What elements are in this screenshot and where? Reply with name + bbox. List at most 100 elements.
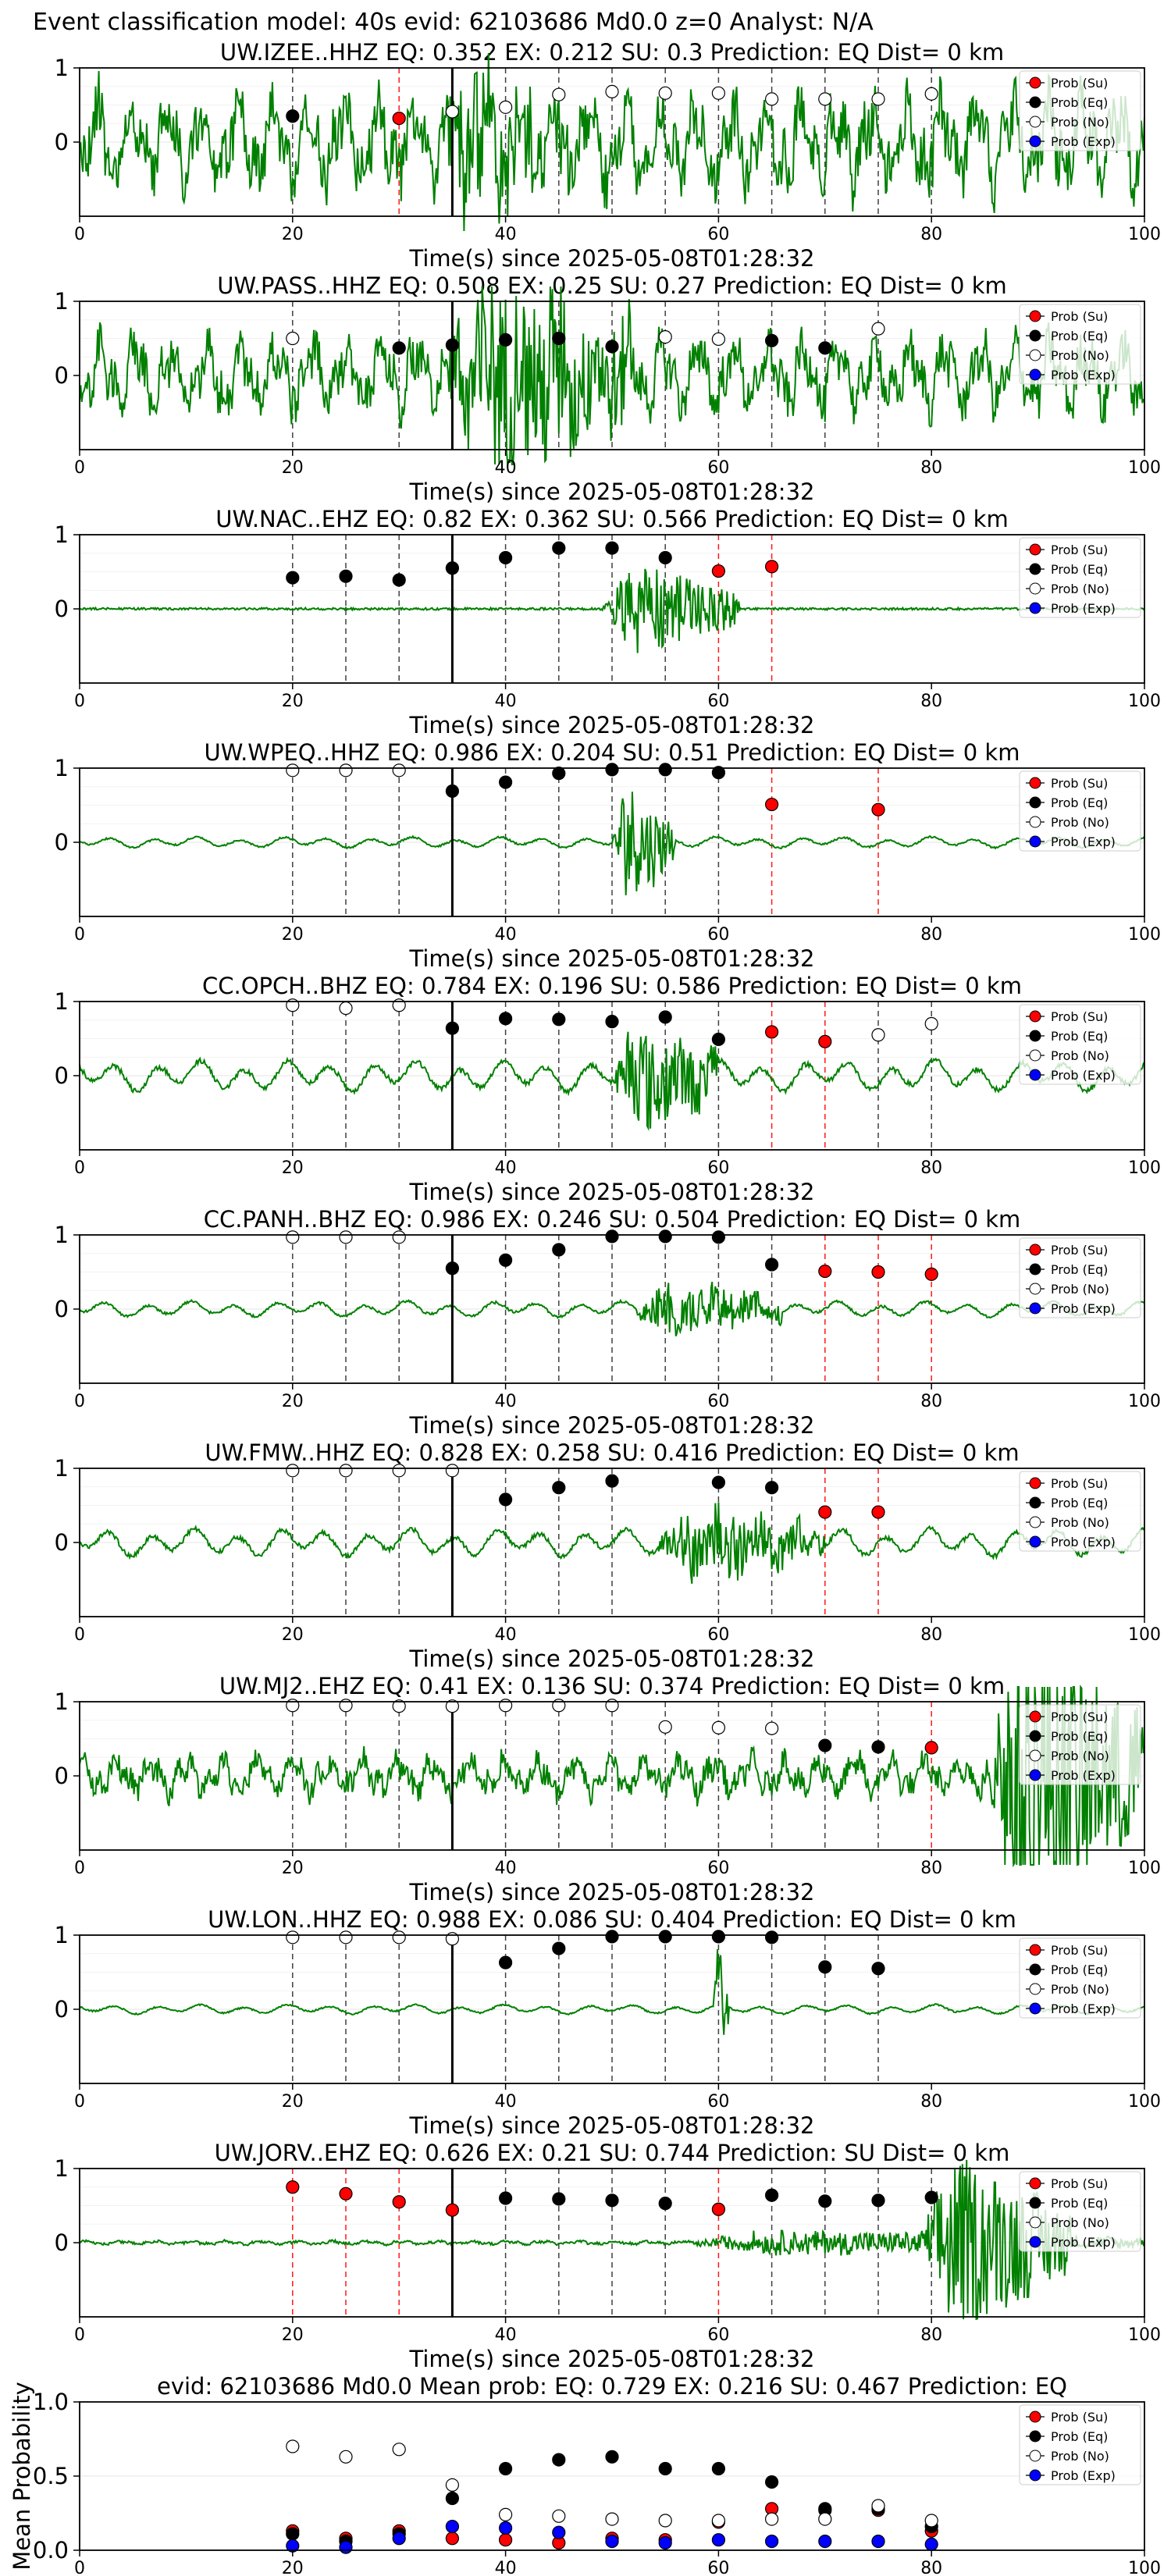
mean-prob-point-no	[924, 2514, 938, 2528]
prob-point-su	[445, 2203, 460, 2217]
mean-prob-point-no	[286, 2439, 300, 2453]
x-tick-label: 80	[920, 2092, 942, 2112]
y-tick-label: 0	[55, 1296, 69, 1322]
x-tick-label: 0	[74, 1625, 85, 1645]
legend-label-exp: Prob (Exp)	[1051, 1068, 1116, 1083]
x-tick-label: 60	[707, 1859, 729, 1878]
legend-marker-su	[1029, 310, 1041, 322]
y-tick-label: 0	[55, 596, 69, 622]
prob-point-eq	[339, 569, 353, 583]
y-tick-label: 1	[55, 2155, 69, 2182]
prob-point-no	[339, 1230, 353, 1244]
x-tick-label: 20	[282, 2092, 304, 2112]
prob-point-eq	[286, 109, 300, 123]
mean-prob-point-no	[445, 2478, 460, 2492]
x-tick-label: 40	[495, 225, 517, 244]
prob-point-no	[286, 1230, 300, 1244]
prob-point-eq	[871, 1962, 885, 1976]
legend-label-su: Prob (Su)	[1051, 2410, 1108, 2425]
legend-label-no: Prob (No)	[1051, 815, 1109, 830]
prob-point-eq	[658, 763, 672, 777]
panel-5: CC.OPCH..BHZ EQ: 0.784 EX: 0.196 SU: 0.5…	[55, 973, 1161, 1205]
x-axis-label: Time(s) since 2025-05-08T01:28:32	[409, 2112, 815, 2139]
panel-title: UW.FMW..HHZ EQ: 0.828 EX: 0.258 SU: 0.41…	[205, 1439, 1019, 1466]
mean-prob-point-eq	[552, 2453, 566, 2467]
prob-point-eq	[818, 2194, 832, 2208]
prob-point-eq	[445, 561, 460, 575]
prob-point-eq	[605, 1930, 619, 1944]
legend-box	[1019, 537, 1141, 618]
prob-point-no	[552, 87, 566, 101]
legend-label-su: Prob (Su)	[1051, 76, 1108, 91]
prob-point-no	[924, 87, 938, 101]
legend-marker-no	[1029, 349, 1041, 361]
prob-point-no	[498, 100, 513, 114]
x-tick-label: 100	[1128, 458, 1161, 478]
prob-point-eq	[445, 1021, 460, 1035]
prob-point-eq	[552, 2192, 566, 2206]
legend-label-no: Prob (No)	[1051, 1749, 1109, 1763]
prob-point-eq	[764, 2188, 779, 2202]
x-tick-label: 60	[707, 2325, 729, 2345]
legend-label-exp: Prob (Exp)	[1051, 2001, 1116, 2016]
prob-point-eq	[658, 2197, 672, 2211]
legend-marker-eq	[1029, 796, 1041, 809]
mean-prob-point-exp	[552, 2525, 566, 2539]
panel-1: UW.IZEE..HHZ EQ: 0.352 EX: 0.212 SU: 0.3…	[55, 39, 1161, 272]
legend-marker-su	[1029, 76, 1041, 89]
legend-box	[1019, 304, 1141, 385]
waveform-trace	[79, 2159, 1145, 2321]
legend-label-eq: Prob (Eq)	[1051, 562, 1108, 577]
prob-point-su	[764, 797, 779, 812]
prob-point-su	[871, 1265, 885, 1279]
x-tick-label: 100	[1128, 2559, 1161, 2576]
prob-point-eq	[498, 2191, 513, 2205]
legend-label-eq: Prob (Eq)	[1051, 2429, 1108, 2444]
x-axis-label: Time(s) since 2025-05-08T01:28:32	[409, 1179, 815, 1205]
panel-8: UW.MJ2..EHZ EQ: 0.41 EX: 0.136 SU: 0.374…	[55, 1673, 1161, 1905]
mean-prob-point-exp	[818, 2535, 832, 2549]
x-tick-label: 0	[74, 458, 85, 478]
waveform-trace	[79, 1502, 1145, 1584]
prob-point-eq	[924, 2190, 938, 2204]
prob-point-no	[445, 105, 460, 119]
prob-point-eq	[711, 1032, 726, 1047]
mean-prob-point-no	[605, 2512, 619, 2526]
panel-3: UW.NAC..EHZ EQ: 0.82 EX: 0.362 SU: 0.566…	[55, 506, 1161, 738]
x-tick-label: 80	[920, 1158, 942, 1178]
legend-label-eq: Prob (Eq)	[1051, 1962, 1108, 1977]
legend-label-su: Prob (Su)	[1051, 2176, 1108, 2191]
y-tick-label: 1	[55, 55, 69, 81]
legend-marker-eq	[1029, 2197, 1041, 2209]
x-tick-label: 60	[707, 1392, 729, 1411]
x-tick-label: 20	[282, 458, 304, 478]
y-tick-label: 0.0	[33, 2537, 69, 2564]
prob-point-eq	[498, 1012, 513, 1026]
prob-point-eq	[498, 775, 513, 789]
x-axis-label: Time(s) since 2025-05-08T01:28:32	[409, 1879, 815, 1905]
x-axis-label: Time(s) since 2025-05-08T01:28:32	[409, 1646, 815, 1672]
legend-marker-exp	[1029, 1302, 1041, 1315]
prob-point-su	[871, 1505, 885, 1519]
x-axis-label: Time(s) since 2025-05-08T01:28:32	[409, 2346, 815, 2372]
x-tick-label: 40	[495, 2325, 517, 2345]
prob-point-eq	[498, 1955, 513, 1969]
legend-box	[1019, 1004, 1141, 1085]
mean-prob-point-eq	[658, 2461, 672, 2476]
panel-7: UW.FMW..HHZ EQ: 0.828 EX: 0.258 SU: 0.41…	[55, 1439, 1161, 1672]
panel-title: evid: 62103686 Md0.0 Mean prob: EQ: 0.72…	[157, 2373, 1067, 2400]
legend-marker-eq	[1029, 329, 1041, 342]
mean-prob-point-exp	[871, 2535, 885, 2549]
mean-prob-point-su	[498, 2533, 513, 2547]
prob-point-eq	[392, 573, 406, 587]
legend-marker-su	[1029, 2177, 1041, 2190]
y-tick-label: 1	[55, 1688, 69, 1715]
x-tick-label: 60	[707, 1625, 729, 1645]
panel-11: evid: 62103686 Md0.0 Mean prob: EQ: 0.72…	[9, 2373, 1161, 2576]
prob-point-eq	[605, 1015, 619, 1029]
x-tick-label: 0	[74, 2559, 85, 2576]
legend-label-eq: Prob (Eq)	[1051, 1729, 1108, 1744]
prob-point-no	[658, 330, 672, 344]
x-tick-label: 60	[707, 2092, 729, 2112]
